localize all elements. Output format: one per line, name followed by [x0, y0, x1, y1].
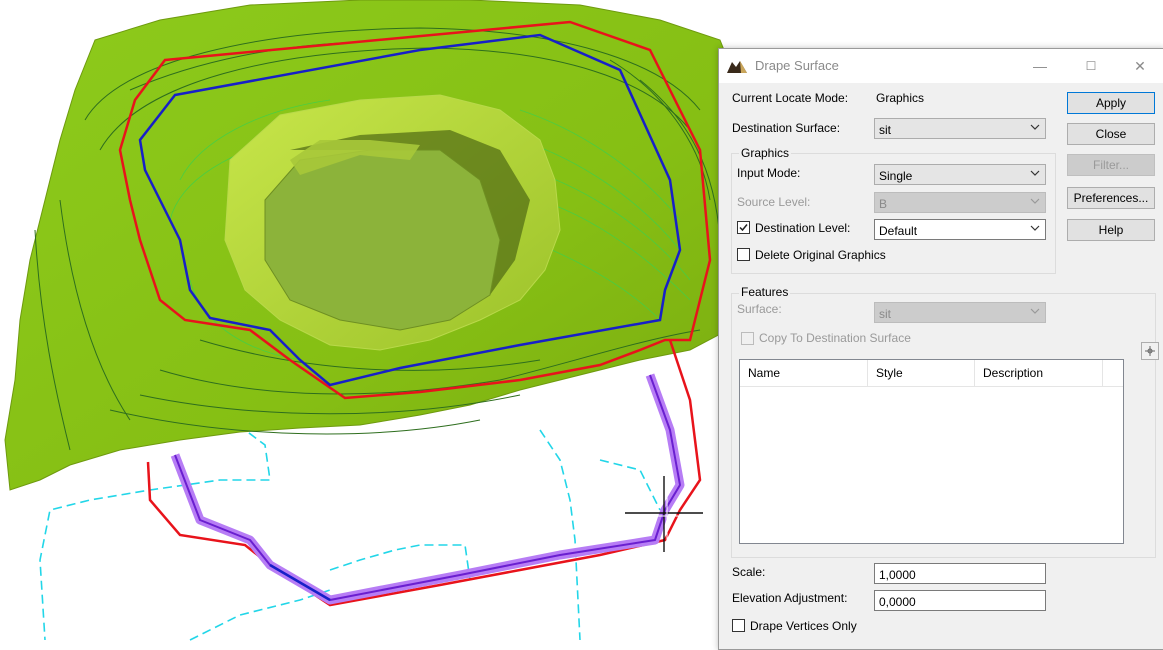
drape-vertices-only-label: Drape Vertices Only: [750, 619, 857, 633]
blue-segment: [269, 563, 331, 602]
chevron-down-icon: [1030, 308, 1040, 314]
features-group: [731, 293, 1156, 558]
source-level-label: Source Level:: [737, 195, 811, 209]
features-surface-value: sit: [879, 307, 891, 321]
graphics-group-title: Graphics: [739, 146, 792, 160]
source-level-select[interactable]: B: [874, 192, 1046, 213]
scale-label: Scale:: [732, 565, 766, 579]
selected-polyline: [174, 374, 681, 601]
help-button[interactable]: Help: [1067, 219, 1155, 241]
current-locate-mode-label: Current Locate Mode:: [732, 91, 849, 105]
scale-input[interactable]: 1,0000: [874, 563, 1046, 584]
close-button[interactable]: Close: [1067, 123, 1155, 145]
close-window-icon[interactable]: ✕: [1134, 58, 1146, 74]
destination-level-checkbox[interactable]: [737, 221, 750, 234]
destination-surface-label: Destination Surface:: [732, 121, 841, 135]
current-locate-mode-value: Graphics: [876, 91, 925, 105]
drape-surface-dialog: Drape Surface — ☐ ✕ Current Locate Mode:…: [718, 48, 1163, 650]
chevron-down-icon: [1030, 225, 1040, 231]
destination-level-label: Destination Level:: [755, 221, 851, 235]
crosshair-cursor-icon: [625, 476, 703, 552]
column-header-description[interactable]: Description: [975, 360, 1103, 386]
red-boundary-line: [118, 20, 712, 400]
elevation-adjustment-input[interactable]: 0,0000: [874, 590, 1046, 611]
input-mode-select[interactable]: Single: [874, 164, 1046, 185]
column-header-style[interactable]: Style: [868, 360, 975, 386]
drape-vertices-only-checkbox[interactable]: [732, 619, 745, 632]
checkmark-icon: [739, 224, 748, 232]
pick-feature-button[interactable]: [1141, 342, 1159, 360]
copy-to-destination-label: Copy To Destination Surface: [759, 331, 911, 345]
features-group-title: Features: [739, 285, 791, 299]
chevron-down-icon: [1030, 198, 1040, 204]
features-surface-select[interactable]: sit: [874, 302, 1046, 323]
chevron-down-icon: [1030, 124, 1040, 130]
pit-wall-shadow: [290, 130, 530, 295]
delete-original-graphics-label: Delete Original Graphics: [755, 248, 886, 262]
drape-surface-app-icon: [727, 61, 747, 73]
features-surface-label: Surface:: [737, 302, 782, 316]
scale-value: 1,0000: [879, 568, 916, 582]
filter-button[interactable]: Filter...: [1067, 154, 1155, 176]
destination-level-select[interactable]: Default: [874, 219, 1046, 240]
input-mode-value: Single: [879, 169, 913, 183]
copy-to-destination-checkbox[interactable]: [741, 332, 754, 345]
pit-inner-wall: [290, 140, 420, 175]
minimize-icon[interactable]: —: [1033, 58, 1047, 74]
preferences-button[interactable]: Preferences...: [1067, 187, 1155, 209]
delete-original-graphics-checkbox[interactable]: [737, 248, 750, 261]
maximize-icon[interactable]: ☐: [1085, 59, 1097, 73]
destination-level-value: Default: [879, 224, 918, 238]
dialog-title: Drape Surface: [755, 58, 839, 73]
elevation-adjustment-label: Elevation Adjustment:: [732, 591, 848, 605]
blue-boundary-line: [138, 33, 682, 387]
features-list[interactable]: Name Style Description: [739, 359, 1124, 544]
input-mode-label: Input Mode:: [737, 166, 801, 180]
destination-surface-value: sit: [879, 123, 891, 137]
red-boundary-lower: [146, 339, 702, 607]
features-list-header: Name Style Description: [740, 360, 1123, 387]
apply-button[interactable]: Apply: [1067, 92, 1155, 114]
crosshair-pick-icon: [1145, 346, 1155, 356]
elevation-adjustment-value: 0,0000: [879, 595, 916, 609]
source-level-value: B: [879, 197, 888, 211]
pit-floor: [264, 149, 501, 331]
graphics-group: [731, 153, 1056, 274]
destination-surface-select[interactable]: sit: [874, 118, 1046, 139]
chevron-down-icon: [1030, 170, 1040, 176]
dialog-titlebar[interactable]: Drape Surface — ☐ ✕: [719, 49, 1163, 83]
column-header-name[interactable]: Name: [740, 360, 868, 386]
